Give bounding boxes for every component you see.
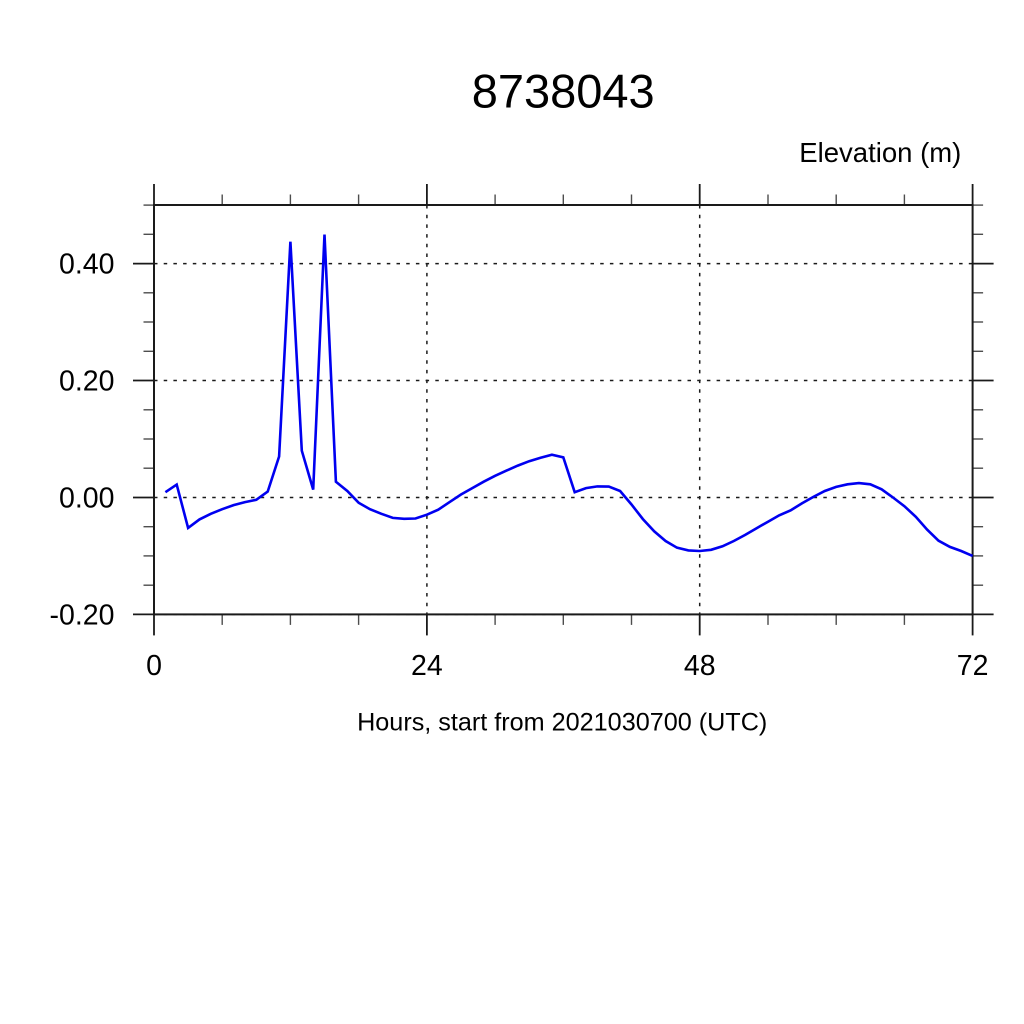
svg-text:0.00: 0.00: [59, 482, 114, 514]
svg-text:0: 0: [146, 650, 162, 682]
svg-text:Elevation (m): Elevation (m): [799, 137, 961, 168]
svg-text:Hours, start from 2021030700 (: Hours, start from 2021030700 (UTC): [357, 708, 767, 736]
svg-text:72: 72: [957, 650, 989, 682]
svg-text:-0.20: -0.20: [50, 599, 115, 631]
svg-text:0.40: 0.40: [59, 249, 114, 281]
svg-text:48: 48: [684, 650, 716, 682]
svg-text:24: 24: [411, 650, 443, 682]
svg-text:0.20: 0.20: [59, 366, 114, 398]
svg-text:8738043: 8738043: [472, 65, 655, 118]
